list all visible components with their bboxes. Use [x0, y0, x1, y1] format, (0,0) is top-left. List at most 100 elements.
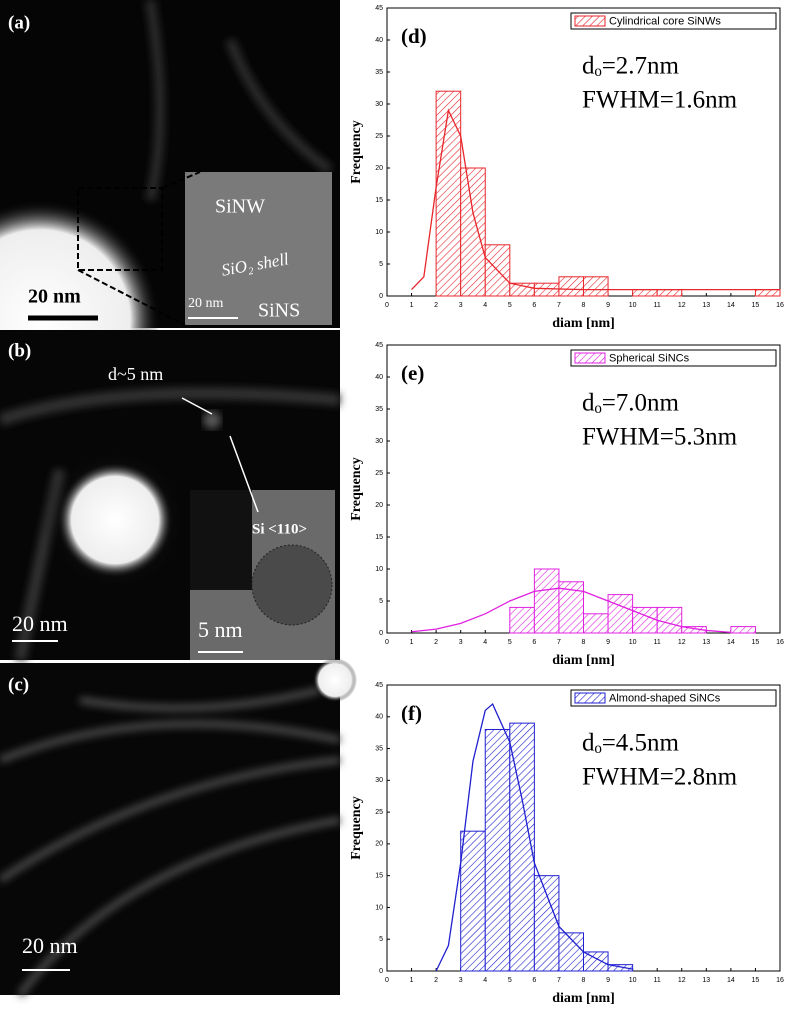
x-axis-label: diam [nm] — [552, 653, 615, 668]
x-tick-label: 15 — [752, 639, 760, 646]
y-axis-label: Frequency — [349, 457, 364, 521]
y-tick-label: 10 — [375, 229, 383, 236]
x-tick-label: 9 — [606, 977, 610, 984]
image-b: (b) 20 nm d~5 nm Si <110> 5 nm — [0, 330, 341, 662]
legend-swatch — [574, 352, 606, 364]
bar — [509, 722, 535, 972]
inset-text: 20 nm — [188, 296, 224, 311]
legend-swatch — [574, 692, 606, 704]
x-tick-label: 16 — [776, 977, 784, 984]
x-tick-label: 13 — [702, 639, 710, 646]
annotation: dₒ=7.0nm — [582, 390, 680, 417]
bar — [460, 167, 486, 297]
annotation: FWHM=5.3nm — [582, 424, 738, 451]
x-tick-label: 13 — [702, 977, 710, 984]
x-tick-label: 7 — [557, 977, 561, 984]
x-tick-label: 2 — [434, 302, 438, 309]
y-tick-label: 40 — [375, 714, 383, 721]
x-tick-label: 12 — [678, 302, 686, 309]
bar — [583, 613, 609, 634]
y-tick-label: 35 — [375, 406, 383, 413]
x-tick-label: 0 — [385, 302, 389, 309]
y-tick-label: 0 — [379, 293, 383, 300]
y-tick-label: 15 — [375, 197, 383, 204]
x-tick-label: 8 — [582, 302, 586, 309]
bar — [656, 289, 683, 297]
y-tick-label: 5 — [379, 936, 383, 943]
scale-label: 20 nm — [28, 286, 81, 308]
x-tick-label: 2 — [434, 977, 438, 984]
panel-label: (e) — [401, 361, 424, 385]
x-tick-label: 9 — [606, 302, 610, 309]
bar — [607, 594, 634, 634]
image-c: (c) 20 nm — [0, 658, 357, 998]
annotation: FWHM=2.8nm — [582, 764, 738, 791]
panel-label: (d) — [401, 24, 427, 48]
y-tick-label: 20 — [375, 165, 383, 172]
y-tick-label: 45 — [375, 682, 383, 689]
y-tick-label: 30 — [375, 438, 383, 445]
bar — [533, 568, 560, 634]
legend-label: Spherical SiNCs — [609, 352, 690, 364]
x-tick-label: 5 — [508, 977, 512, 984]
y-tick-label: 10 — [375, 566, 383, 573]
y-tick-label: 25 — [375, 809, 383, 816]
inset-text: 5 nm — [198, 617, 243, 642]
y-tick-label: 0 — [379, 630, 383, 637]
x-tick-label: 12 — [678, 639, 686, 646]
x-axis-label: diam [nm] — [552, 991, 615, 1006]
x-tick-label: 0 — [385, 639, 389, 646]
bar — [754, 289, 781, 297]
y-tick-label: 10 — [375, 904, 383, 911]
inset-text: SiNS — [258, 300, 300, 322]
panel-label: (b) — [8, 340, 31, 361]
x-tick-label: 6 — [532, 639, 536, 646]
y-tick-label: 5 — [379, 598, 383, 605]
y-tick-label: 25 — [375, 133, 383, 140]
bar — [730, 626, 756, 634]
panel-label: (a) — [8, 12, 30, 33]
x-tick-label: 4 — [483, 977, 487, 984]
panel-label: (c) — [8, 674, 29, 695]
bar — [460, 830, 486, 972]
x-tick-label: 9 — [606, 639, 610, 646]
x-tick-label: 10 — [629, 977, 637, 984]
legend-box — [570, 12, 777, 30]
bar — [558, 276, 584, 297]
x-tick-label: 3 — [459, 639, 463, 646]
annotation: dₒ=2.7nm — [582, 53, 680, 80]
y-tick-label: 20 — [375, 841, 383, 848]
bar — [656, 606, 683, 634]
inset-text: d~5 nm — [108, 364, 163, 384]
x-tick-label: 15 — [752, 302, 760, 309]
x-tick-label: 11 — [654, 977, 661, 984]
x-tick-label: 12 — [678, 977, 686, 984]
x-tick-label: 15 — [752, 977, 760, 984]
bar — [484, 728, 511, 972]
annotation: dₒ=4.5nm — [582, 730, 680, 757]
x-tick-label: 6 — [532, 302, 536, 309]
panel-label: (f) — [401, 701, 422, 725]
x-tick-label: 14 — [727, 639, 735, 646]
annotation: FWHM=1.6nm — [582, 87, 738, 114]
x-tick-label: 13 — [702, 302, 710, 309]
x-axis-label: diam [nm] — [552, 316, 615, 331]
bar — [632, 606, 658, 634]
bar — [632, 289, 658, 297]
legend-label: Almond-shaped SiNCs — [609, 692, 721, 704]
x-tick-label: 0 — [385, 977, 389, 984]
x-tick-label: 6 — [532, 977, 536, 984]
fit-curve — [411, 108, 780, 291]
x-tick-label: 8 — [582, 639, 586, 646]
x-tick-label: 1 — [410, 977, 414, 984]
x-tick-label: 7 — [557, 302, 561, 309]
plot-area — [386, 684, 781, 972]
x-tick-label: 4 — [483, 639, 487, 646]
x-tick-label: 16 — [776, 639, 784, 646]
legend-swatch — [574, 15, 606, 27]
y-axis-label: Frequency — [349, 120, 364, 184]
fit-curve — [435, 703, 633, 972]
bar — [509, 606, 535, 634]
x-tick-label: 8 — [582, 977, 586, 984]
fit-curve — [411, 587, 731, 634]
